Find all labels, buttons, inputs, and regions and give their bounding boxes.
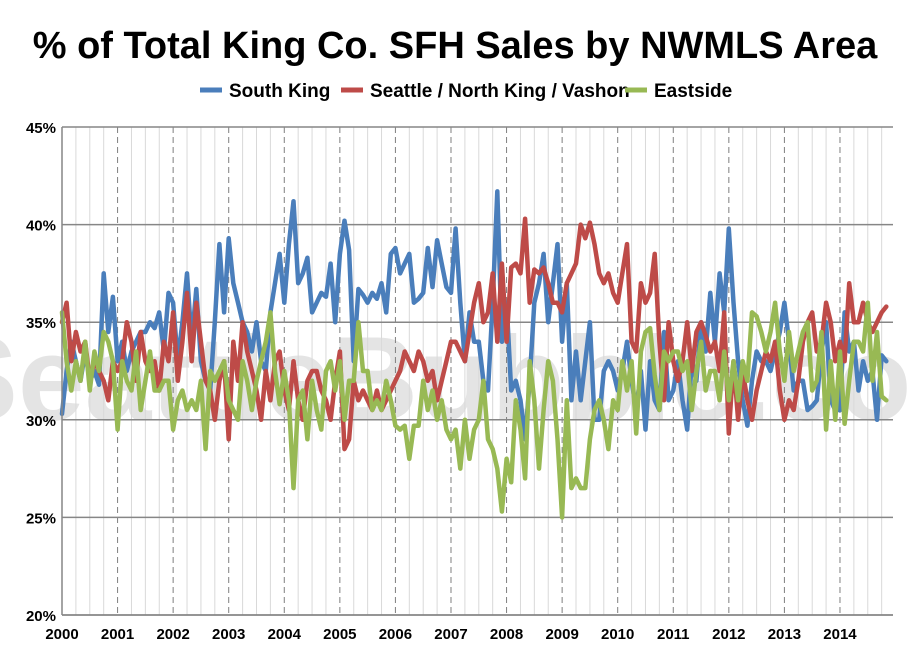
x-tick-label: 2012 [712,626,745,643]
x-tick-label: 2000 [45,626,78,643]
x-tick-label: 2007 [434,626,467,643]
y-tick-label: 45% [26,120,56,137]
x-tick-label: 2004 [268,626,302,643]
x-tick-label: 2003 [212,626,245,643]
y-tick-label: 25% [26,510,56,527]
x-tick-label: 2006 [379,626,412,643]
series-lines [59,189,889,520]
series-line-seattle-north-king-vashon [59,216,889,452]
y-tick-label: 40% [26,218,56,235]
x-tick-label: 2013 [768,626,801,643]
x-tick-label: 2005 [323,626,356,643]
y-tick-label: 20% [26,608,56,625]
y-tick-label: 35% [26,315,56,332]
x-tick-label: 2001 [101,626,134,643]
legend-label: Seattle / North King / Vashon [370,81,630,102]
series-line-eastside [59,300,889,520]
x-tick-label: 2008 [490,626,523,643]
chart-title: % of Total King Co. SFH Sales by NWMLS A… [33,25,878,67]
x-tick-label: 2010 [601,626,634,643]
x-tick-label: 2009 [545,626,578,643]
x-tick-label: 2011 [657,626,690,643]
legend-label: South King [229,81,330,102]
axes: 20% 25% 30% 35% 40% 45% 2000 2001 2002 2003 2004 20… [26,120,893,643]
y-tick-label: 30% [26,413,56,430]
x-tick-label: 2002 [156,626,189,643]
legend: South King Seattle / North King / Vashon E… [200,81,732,102]
x-tick-label: 2014 [823,626,857,643]
legend-label: Eastside [654,81,732,102]
